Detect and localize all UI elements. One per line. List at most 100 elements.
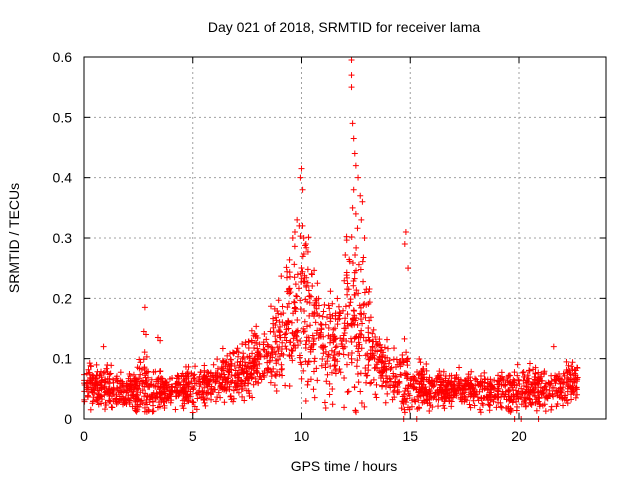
data-point	[504, 374, 511, 381]
data-point	[145, 407, 152, 414]
data-point	[504, 378, 511, 385]
data-point	[459, 390, 466, 397]
data-point	[301, 307, 308, 314]
data-point	[301, 328, 308, 335]
data-point	[481, 379, 488, 386]
data-point	[236, 383, 243, 390]
data-point	[273, 317, 280, 324]
data-point-outlier	[349, 120, 356, 127]
data-point	[396, 388, 403, 395]
data-point	[505, 407, 512, 414]
data-point	[305, 378, 312, 385]
data-point	[193, 406, 200, 413]
data-point	[178, 372, 185, 379]
data-point	[412, 377, 419, 384]
data-point	[341, 375, 348, 382]
data-point	[137, 389, 144, 396]
data-point	[300, 251, 307, 258]
data-point	[486, 407, 493, 414]
data-point	[365, 288, 372, 295]
data-point	[384, 345, 391, 352]
data-point	[159, 395, 166, 402]
data-point	[197, 369, 204, 376]
data-point	[548, 406, 555, 413]
data-point	[279, 365, 286, 372]
data-point	[542, 380, 549, 387]
data-point	[442, 384, 449, 391]
data-point	[103, 388, 110, 395]
data-point-outlier	[294, 216, 301, 223]
data-point	[173, 387, 180, 394]
data-point	[286, 382, 293, 389]
data-point	[274, 368, 281, 375]
data-point	[530, 390, 537, 397]
data-point	[351, 384, 358, 391]
data-point	[267, 379, 274, 386]
data-point	[99, 396, 106, 403]
data-point	[433, 375, 440, 382]
data-point	[230, 387, 237, 394]
data-point	[134, 386, 141, 393]
data-point	[143, 353, 150, 360]
data-point	[430, 394, 437, 401]
data-point	[470, 397, 477, 404]
data-point	[305, 234, 312, 241]
data-point	[141, 408, 148, 415]
data-point	[342, 252, 349, 259]
data-point	[295, 285, 302, 292]
data-point	[438, 387, 445, 394]
data-point	[172, 406, 179, 413]
data-point	[325, 351, 332, 358]
data-point	[221, 371, 228, 378]
data-point	[346, 302, 353, 309]
data-point	[462, 396, 469, 403]
data-point	[534, 389, 541, 396]
data-point	[81, 398, 88, 405]
data-point	[104, 368, 111, 375]
data-point	[273, 338, 280, 345]
data-point	[544, 394, 551, 401]
data-point	[416, 386, 423, 393]
data-point	[324, 358, 331, 365]
data-point	[521, 390, 528, 397]
data-point	[278, 361, 285, 368]
data-point	[302, 345, 309, 352]
data-point	[414, 393, 421, 400]
data-point	[479, 400, 486, 407]
data-point	[245, 338, 252, 345]
data-point	[444, 379, 451, 386]
data-point-outlier	[157, 337, 164, 344]
data-point	[318, 362, 325, 369]
data-point	[329, 331, 336, 338]
data-point	[306, 292, 313, 299]
data-point	[423, 361, 430, 368]
data-point	[248, 327, 255, 334]
data-point	[311, 358, 318, 365]
data-point	[84, 393, 91, 400]
data-point	[564, 400, 571, 407]
data-point	[384, 336, 391, 343]
data-point	[175, 380, 182, 387]
data-point	[506, 393, 513, 400]
data-point	[549, 390, 556, 397]
data-point	[217, 385, 224, 392]
data-point	[491, 394, 498, 401]
data-point	[225, 361, 232, 368]
data-point	[131, 405, 138, 412]
data-point	[515, 376, 522, 383]
data-point	[237, 378, 244, 385]
data-point	[214, 375, 221, 382]
data-point	[458, 398, 465, 405]
data-point	[385, 360, 392, 367]
data-point	[417, 393, 424, 400]
x-tick-label: 5	[189, 428, 197, 444]
data-point	[351, 275, 358, 282]
data-point	[267, 328, 274, 335]
data-point	[275, 310, 282, 317]
data-point	[346, 258, 353, 265]
data-point	[377, 369, 384, 376]
data-point	[83, 380, 90, 387]
data-point	[412, 398, 419, 405]
data-point	[169, 374, 176, 381]
data-point	[365, 334, 372, 341]
